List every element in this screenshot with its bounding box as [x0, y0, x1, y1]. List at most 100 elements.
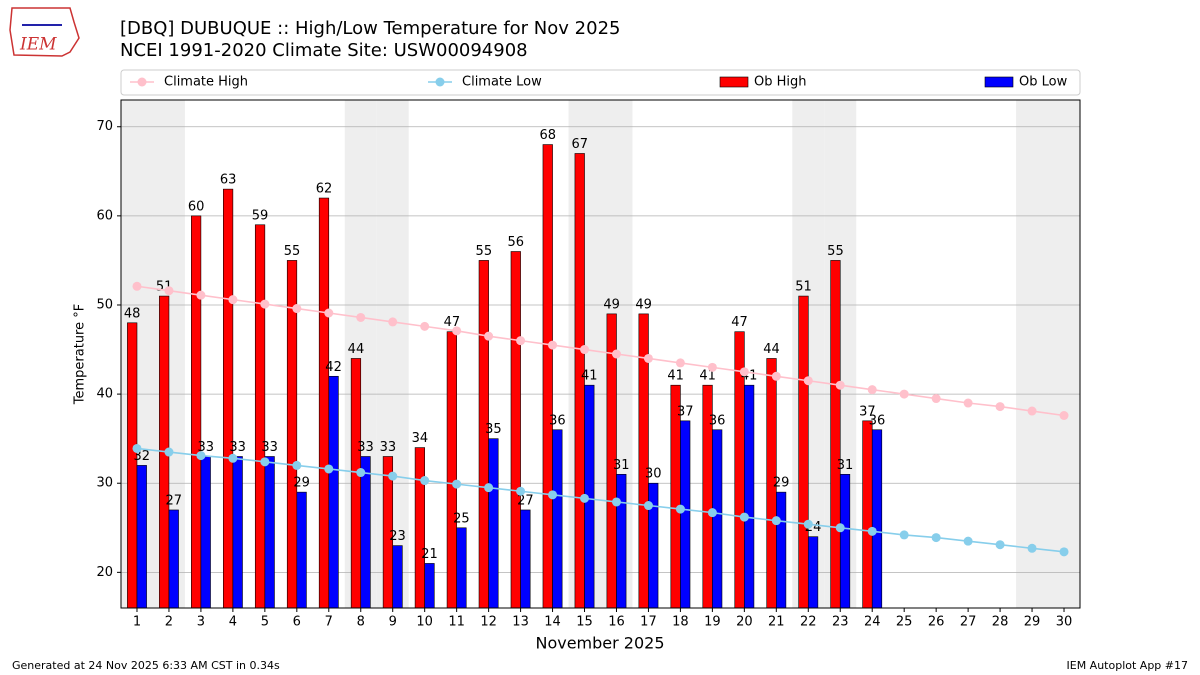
value-label: 67: [571, 137, 588, 152]
line-marker: [228, 295, 238, 305]
line-marker: [931, 533, 941, 543]
bar: [776, 491, 787, 609]
line-marker: [132, 443, 142, 453]
bar: [350, 358, 362, 609]
line-marker: [1027, 406, 1037, 416]
y-tick-label: 70: [96, 119, 113, 134]
line-marker: [995, 540, 1005, 550]
chart-title: [DBQ] DUBUQUE :: High/Low Temperature fo…: [120, 18, 620, 39]
footer-left: Generated at 24 Nov 2025 6:33 AM CST in …: [12, 659, 280, 672]
line-marker: [739, 512, 749, 522]
bar: [542, 144, 553, 609]
line-marker: [899, 530, 909, 540]
x-tick-label: 25: [896, 615, 913, 630]
line-marker: [675, 504, 685, 514]
x-tick-label: 6: [293, 615, 301, 630]
value-label: 36: [869, 413, 886, 428]
bar: [392, 545, 403, 609]
line-marker: [580, 345, 590, 355]
bar: [488, 438, 499, 609]
value-label: 33: [357, 440, 374, 455]
line-marker: [292, 460, 302, 470]
bar: [510, 251, 521, 609]
x-tick-label: 19: [704, 615, 721, 630]
bar: [424, 563, 435, 609]
value-label: 48: [124, 306, 141, 321]
value-label: 30: [645, 467, 662, 482]
line: [136, 447, 1065, 553]
line-marker: [260, 457, 270, 467]
x-axis-label: November 2025: [535, 634, 664, 653]
y-axis-label: Temperature °F: [73, 304, 88, 405]
bar: [798, 295, 809, 609]
line-marker: [867, 526, 877, 536]
line-marker: [452, 326, 462, 336]
line-marker: [516, 336, 526, 346]
line: [136, 285, 1065, 417]
line-marker: [324, 308, 334, 318]
bar: [839, 474, 851, 609]
line-marker: [675, 358, 685, 368]
x-tick-label: 28: [992, 615, 1009, 630]
legend-label: Ob High: [754, 75, 807, 90]
bar: [222, 188, 234, 609]
value-label: 49: [635, 297, 652, 312]
line-marker: [420, 476, 430, 486]
bar: [127, 322, 138, 609]
logo-outline: [9, 7, 80, 57]
line-marker: [739, 367, 749, 377]
line-marker: [771, 516, 781, 526]
line-marker: [771, 371, 781, 381]
x-tick-label: 17: [640, 615, 657, 630]
line-marker: [452, 479, 462, 489]
bar: [712, 429, 723, 609]
value-label: 36: [709, 413, 726, 428]
y-tick-label: 40: [96, 387, 113, 402]
line-marker: [260, 299, 270, 309]
bar: [616, 474, 627, 609]
y-tick-label: 30: [96, 476, 113, 491]
x-tick-label: 16: [608, 615, 625, 630]
value-label: 47: [731, 315, 748, 330]
line-marker: [356, 312, 366, 322]
value-label: 55: [476, 244, 493, 259]
line-marker: [995, 402, 1005, 412]
line-marker: [899, 389, 909, 399]
line-marker: [931, 394, 941, 404]
line-marker: [324, 464, 334, 474]
x-tick-label: 15: [576, 615, 593, 630]
bar: [296, 491, 307, 609]
y-tick-label: 60: [96, 208, 113, 223]
x-tick-label: 9: [389, 615, 397, 630]
line-marker: [835, 523, 845, 533]
bar: [254, 224, 266, 609]
line-marker: [388, 317, 398, 327]
value-label: 33: [229, 440, 246, 455]
line-marker: [803, 376, 813, 386]
line-marker: [1027, 543, 1037, 553]
x-tick-label: 7: [325, 615, 333, 630]
x-tick-label: 5: [261, 615, 269, 630]
legend-swatch: [984, 76, 1014, 88]
x-tick-label: 1: [133, 615, 141, 630]
x-tick-label: 29: [1024, 615, 1041, 630]
chart-subtitle: NCEI 1991-2020 Climate Site: USW00094908: [120, 40, 528, 61]
bar: [680, 420, 691, 609]
value-label: 21: [421, 547, 438, 562]
value-label: 35: [485, 422, 502, 437]
line-marker: [356, 468, 366, 478]
bar: [136, 465, 147, 609]
legend-label: Climate High: [164, 75, 248, 90]
line-marker: [228, 453, 238, 463]
bar: [360, 456, 371, 609]
line-marker: [707, 508, 717, 518]
x-tick-label: 3: [197, 615, 205, 630]
line-marker: [388, 471, 398, 481]
x-tick-label: 23: [832, 615, 849, 630]
value-label: 34: [412, 431, 429, 446]
line-marker: [643, 501, 653, 511]
value-label: 29: [293, 476, 310, 491]
value-label: 33: [380, 440, 397, 455]
value-label: 60: [188, 199, 205, 214]
x-tick-label: 18: [672, 615, 689, 630]
